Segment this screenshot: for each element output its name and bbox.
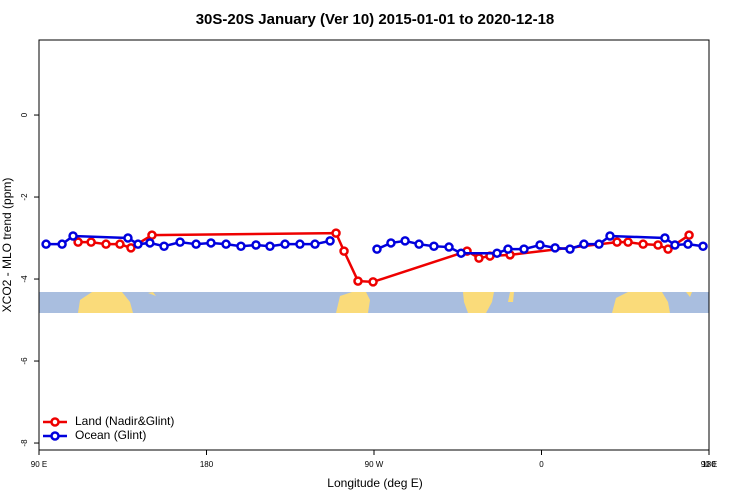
legend-marker — [50, 431, 60, 441]
point — [73, 237, 83, 247]
y-tick-label: -2 — [20, 193, 29, 201]
point — [698, 241, 708, 251]
point — [310, 239, 320, 249]
point — [535, 240, 545, 250]
point — [353, 276, 363, 286]
point — [684, 230, 694, 240]
legend-label: Land (Nadir&Glint) — [75, 414, 174, 428]
point — [605, 231, 615, 241]
point — [683, 239, 693, 249]
point — [594, 239, 604, 249]
point — [331, 228, 341, 238]
point — [280, 239, 290, 249]
point — [147, 230, 157, 240]
point — [612, 237, 622, 247]
point — [265, 241, 275, 251]
point — [663, 244, 673, 254]
point — [503, 244, 513, 254]
y-axis-label: XCO2 - MLO trend (ppm) — [0, 178, 14, 313]
point — [251, 240, 261, 250]
point — [565, 244, 575, 254]
x-tick-label: 90 E — [701, 460, 717, 469]
x-tick-label: 0 — [539, 460, 544, 469]
point — [372, 244, 382, 254]
x-tick-label: 180 — [200, 460, 214, 469]
chart-title: 30S-20S January (Ver 10) 2015-01-01 to 2… — [196, 11, 555, 28]
point — [492, 248, 502, 258]
point — [126, 243, 136, 253]
point — [339, 246, 349, 256]
x-axis-label: Longitude (deg E) — [327, 476, 422, 490]
point — [550, 243, 560, 253]
point — [41, 239, 51, 249]
point — [400, 236, 410, 246]
point — [206, 238, 216, 248]
point — [670, 240, 680, 250]
x-tick-label: 180 — [702, 460, 716, 469]
point — [414, 239, 424, 249]
legend-marker — [50, 417, 60, 427]
point — [236, 241, 246, 251]
point — [474, 253, 484, 263]
point — [368, 277, 378, 287]
point — [175, 237, 185, 247]
y-tick-label: -4 — [20, 275, 29, 283]
y-tick-label: -8 — [20, 439, 29, 447]
point — [101, 239, 111, 249]
point — [653, 240, 663, 250]
point — [660, 233, 670, 243]
point — [68, 231, 78, 241]
point — [623, 237, 633, 247]
map-strip — [39, 292, 709, 313]
point — [221, 239, 231, 249]
legend-label: Ocean (Glint) — [75, 428, 146, 442]
point — [325, 236, 335, 246]
point — [579, 239, 589, 249]
point — [444, 242, 454, 252]
point — [115, 239, 125, 249]
point — [57, 239, 67, 249]
point — [159, 241, 169, 251]
point — [123, 233, 133, 243]
point — [429, 241, 439, 251]
point — [519, 244, 529, 254]
y-tick-label: 0 — [20, 112, 29, 117]
point — [386, 238, 396, 248]
y-tick-label: -6 — [20, 357, 29, 365]
point — [86, 237, 96, 247]
x-tick-label: 90 E — [31, 460, 47, 469]
x-tick-label: 90 W — [365, 460, 384, 469]
point — [145, 238, 155, 248]
point — [133, 239, 143, 249]
point — [191, 239, 201, 249]
point — [456, 248, 466, 258]
point — [638, 239, 648, 249]
point — [295, 239, 305, 249]
